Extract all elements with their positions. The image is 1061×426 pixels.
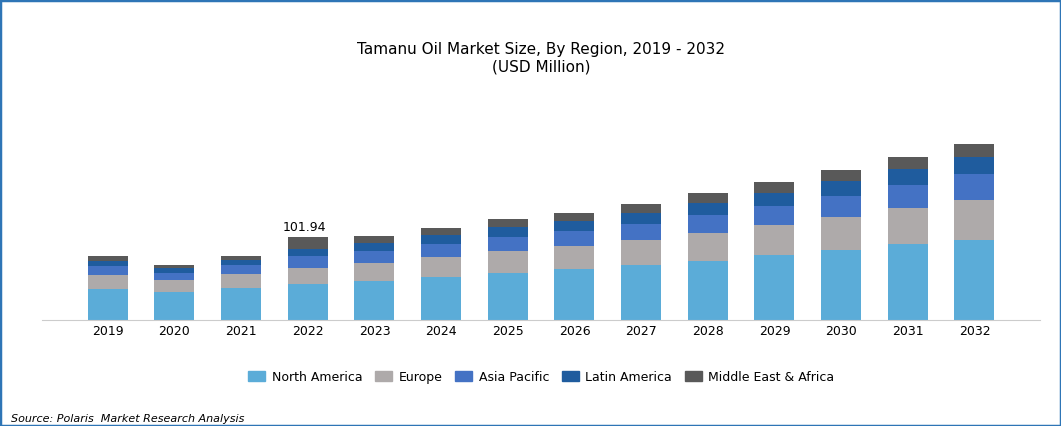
- Bar: [488, 219, 527, 227]
- Bar: [955, 174, 994, 200]
- Bar: [421, 276, 462, 320]
- Bar: [155, 265, 194, 268]
- Bar: [221, 288, 261, 320]
- Bar: [421, 257, 462, 276]
- Bar: [155, 268, 194, 273]
- Bar: [621, 213, 661, 224]
- Bar: [88, 275, 127, 289]
- Bar: [421, 228, 462, 236]
- Bar: [888, 169, 927, 184]
- Bar: [888, 157, 927, 169]
- Bar: [88, 261, 127, 266]
- Bar: [488, 227, 527, 237]
- Bar: [688, 193, 728, 203]
- Bar: [754, 182, 795, 193]
- Bar: [221, 274, 261, 288]
- Bar: [354, 251, 395, 263]
- Bar: [754, 206, 795, 225]
- Bar: [488, 251, 527, 273]
- Bar: [754, 193, 795, 206]
- Bar: [421, 236, 462, 245]
- Bar: [88, 266, 127, 275]
- Bar: [688, 215, 728, 233]
- Bar: [354, 263, 395, 281]
- Bar: [421, 245, 462, 257]
- Title: Tamanu Oil Market Size, By Region, 2019 - 2032
(USD Million): Tamanu Oil Market Size, By Region, 2019 …: [358, 42, 725, 74]
- Bar: [621, 224, 661, 240]
- Text: 101.94: 101.94: [282, 221, 326, 234]
- Bar: [155, 280, 194, 292]
- Text: Source: Polaris  Market Research Analysis: Source: Polaris Market Research Analysis: [11, 414, 244, 424]
- Bar: [288, 249, 328, 256]
- Bar: [555, 231, 594, 246]
- Bar: [821, 170, 862, 181]
- Bar: [688, 233, 728, 261]
- Bar: [288, 268, 328, 284]
- Bar: [354, 236, 395, 243]
- Bar: [621, 204, 661, 213]
- Bar: [555, 269, 594, 320]
- Bar: [354, 281, 395, 320]
- Bar: [88, 256, 127, 261]
- Bar: [621, 240, 661, 265]
- Bar: [955, 239, 994, 320]
- Bar: [354, 243, 395, 251]
- Legend: North America, Europe, Asia Pacific, Latin America, Middle East & Africa: North America, Europe, Asia Pacific, Lat…: [243, 366, 839, 389]
- Bar: [688, 203, 728, 215]
- Bar: [821, 217, 862, 250]
- Bar: [288, 256, 328, 268]
- Bar: [155, 273, 194, 280]
- Bar: [288, 237, 328, 249]
- Bar: [155, 292, 194, 320]
- Bar: [955, 200, 994, 239]
- Bar: [955, 157, 994, 174]
- Bar: [221, 260, 261, 265]
- Bar: [555, 221, 594, 231]
- Bar: [288, 284, 328, 320]
- Bar: [754, 255, 795, 320]
- Bar: [955, 144, 994, 157]
- Bar: [688, 261, 728, 320]
- Bar: [888, 184, 927, 208]
- Bar: [488, 273, 527, 320]
- Bar: [821, 196, 862, 217]
- Bar: [555, 246, 594, 269]
- Bar: [221, 256, 261, 260]
- Bar: [821, 181, 862, 196]
- Bar: [888, 208, 927, 245]
- Bar: [888, 245, 927, 320]
- Bar: [621, 265, 661, 320]
- Bar: [754, 225, 795, 255]
- Bar: [821, 250, 862, 320]
- Bar: [221, 265, 261, 274]
- Bar: [488, 237, 527, 251]
- Bar: [88, 289, 127, 320]
- Bar: [555, 213, 594, 221]
